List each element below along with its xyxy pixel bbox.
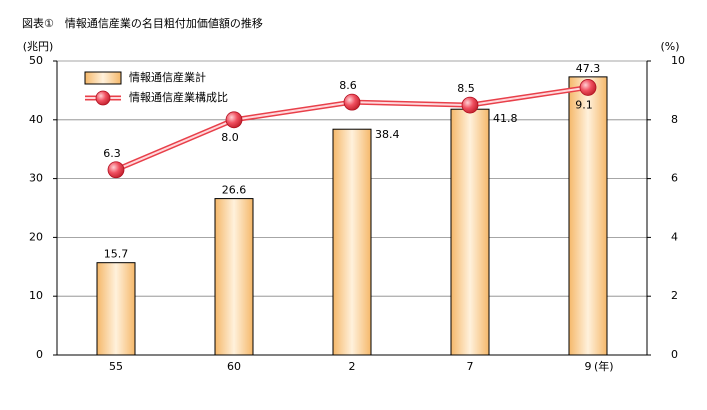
line-marker [343, 93, 361, 111]
chart-title: 図表① 情報通信産業の名目粗付加価値額の推移 [22, 16, 263, 30]
bar-value-label: 38.4 [375, 128, 400, 141]
y-tick-label: 20 [29, 230, 43, 243]
legend-label: 情報通信産業構成比 [129, 91, 228, 104]
y-tick-label: 50 [29, 54, 43, 67]
line-marker [107, 161, 125, 179]
bar-value-label: 47.3 [576, 62, 601, 75]
line-value-label: 8.0 [221, 131, 239, 144]
line-marker [461, 96, 479, 114]
y2-tick-label: 8 [671, 113, 678, 126]
bar [332, 128, 372, 356]
bar-value-label: 15.7 [104, 248, 129, 261]
bar-value-label: 26.6 [222, 184, 247, 197]
y2-tick-label: 6 [671, 172, 678, 185]
bar [568, 76, 608, 356]
y2-tick-label: 2 [671, 289, 678, 302]
line-value-label: 8.6 [339, 79, 357, 92]
y-axis-label: (兆円) [23, 40, 54, 53]
legend-marker [95, 90, 111, 106]
x-tick-label: 2 [349, 360, 356, 373]
bar-value-label: 41.8 [493, 112, 518, 125]
x-tick-label: 55 [109, 360, 123, 373]
line-marker [225, 111, 243, 129]
bar [214, 198, 254, 356]
x-tick-label: 7 [467, 360, 474, 373]
y2-tick-label: 0 [671, 348, 678, 361]
legend-swatch [84, 71, 122, 85]
x-axis-label: (年) [594, 359, 614, 373]
bar [450, 108, 490, 356]
line-value-label: 9.1 [575, 98, 593, 111]
y-tick-label: 0 [36, 348, 43, 361]
y2-tick-label: 4 [671, 230, 678, 243]
x-tick-label: 60 [227, 360, 241, 373]
y-tick-label: 10 [29, 289, 43, 302]
line-value-label: 8.5 [457, 82, 475, 95]
bar [96, 262, 136, 356]
legend-label: 情報通信産業計 [129, 70, 206, 84]
y-tick-label: 30 [29, 172, 43, 185]
y2-tick-label: 10 [671, 54, 685, 67]
y2-axis-label: (%) [660, 40, 679, 53]
line-value-label: 6.3 [103, 147, 121, 160]
y-tick-label: 40 [29, 113, 43, 126]
line-marker [579, 79, 597, 96]
x-tick-label: 9 [585, 360, 592, 373]
